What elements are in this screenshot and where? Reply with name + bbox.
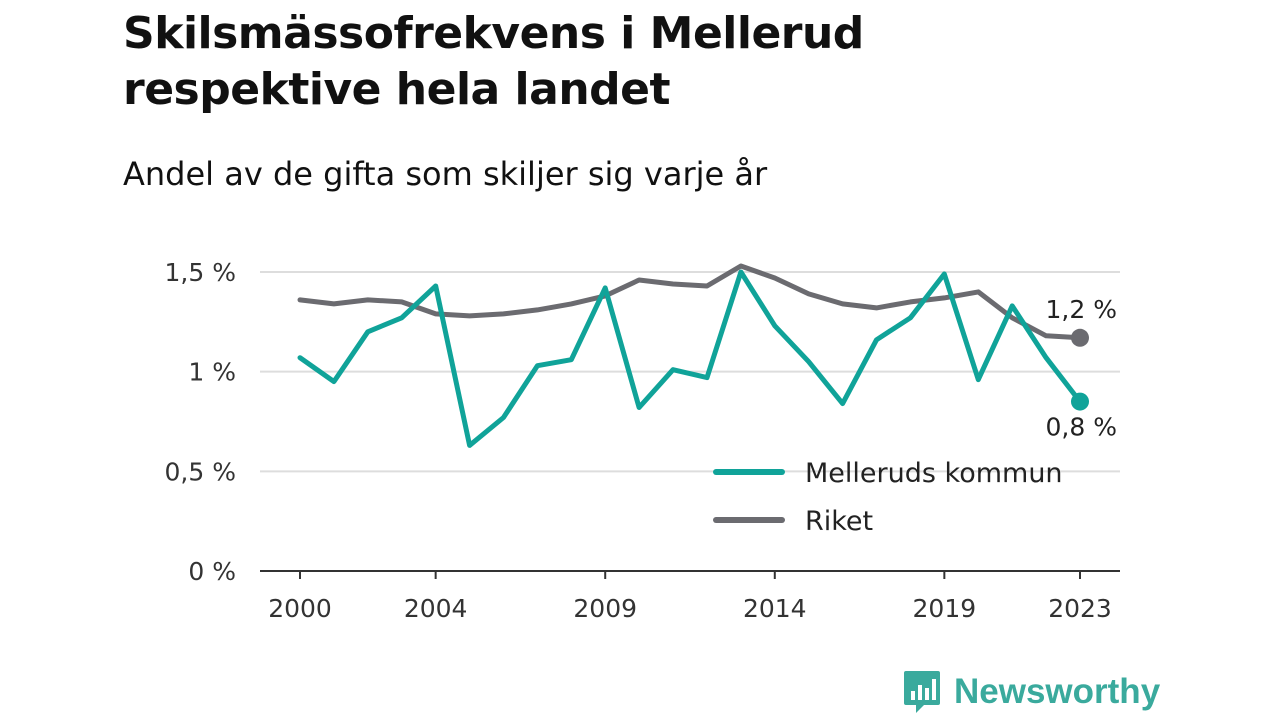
legend-label: Melleruds kommun bbox=[805, 458, 1063, 489]
newsworthy-logo: Newsworthy bbox=[902, 668, 1160, 716]
y-tick-label: 1 % bbox=[188, 358, 236, 387]
legend: Melleruds kommun Riket bbox=[713, 458, 1063, 537]
x-tick-label: 2004 bbox=[404, 594, 468, 623]
chart-subtitle: Andel av de gifta som skiljer sig varje … bbox=[123, 155, 768, 193]
y-tick-label: 0 % bbox=[188, 557, 236, 586]
x-axis-ticks: 2000 2004 2009 2014 2019 2023 bbox=[268, 571, 1112, 623]
riket-end-point bbox=[1071, 328, 1089, 347]
x-tick-label: 2000 bbox=[268, 594, 332, 623]
x-tick-label: 2009 bbox=[573, 594, 637, 623]
x-tick-label: 2019 bbox=[913, 594, 977, 623]
mellerud-end-point bbox=[1071, 392, 1089, 411]
mellerud-end-label: 0,8 % bbox=[1046, 413, 1117, 442]
y-tick-label: 1,5 % bbox=[165, 258, 236, 287]
y-tick-label: 0,5 % bbox=[165, 457, 236, 486]
chart-title: Skilsmässofrekvens i Mellerud respektive… bbox=[123, 8, 864, 115]
series-lines: 1,2 % 0,8 % bbox=[297, 263, 1117, 448]
y-axis-ticks: 0 % 0,5 % 1 % 1,5 % bbox=[165, 258, 236, 586]
newsworthy-logo-text: Newsworthy bbox=[954, 672, 1161, 711]
x-tick-label: 2023 bbox=[1048, 594, 1112, 623]
newsworthy-logo-icon bbox=[904, 671, 940, 713]
riket-end-label: 1,2 % bbox=[1046, 295, 1117, 324]
legend-label: Riket bbox=[805, 506, 873, 537]
mellerud-series-line bbox=[297, 269, 1083, 448]
x-tick-label: 2014 bbox=[743, 594, 807, 623]
